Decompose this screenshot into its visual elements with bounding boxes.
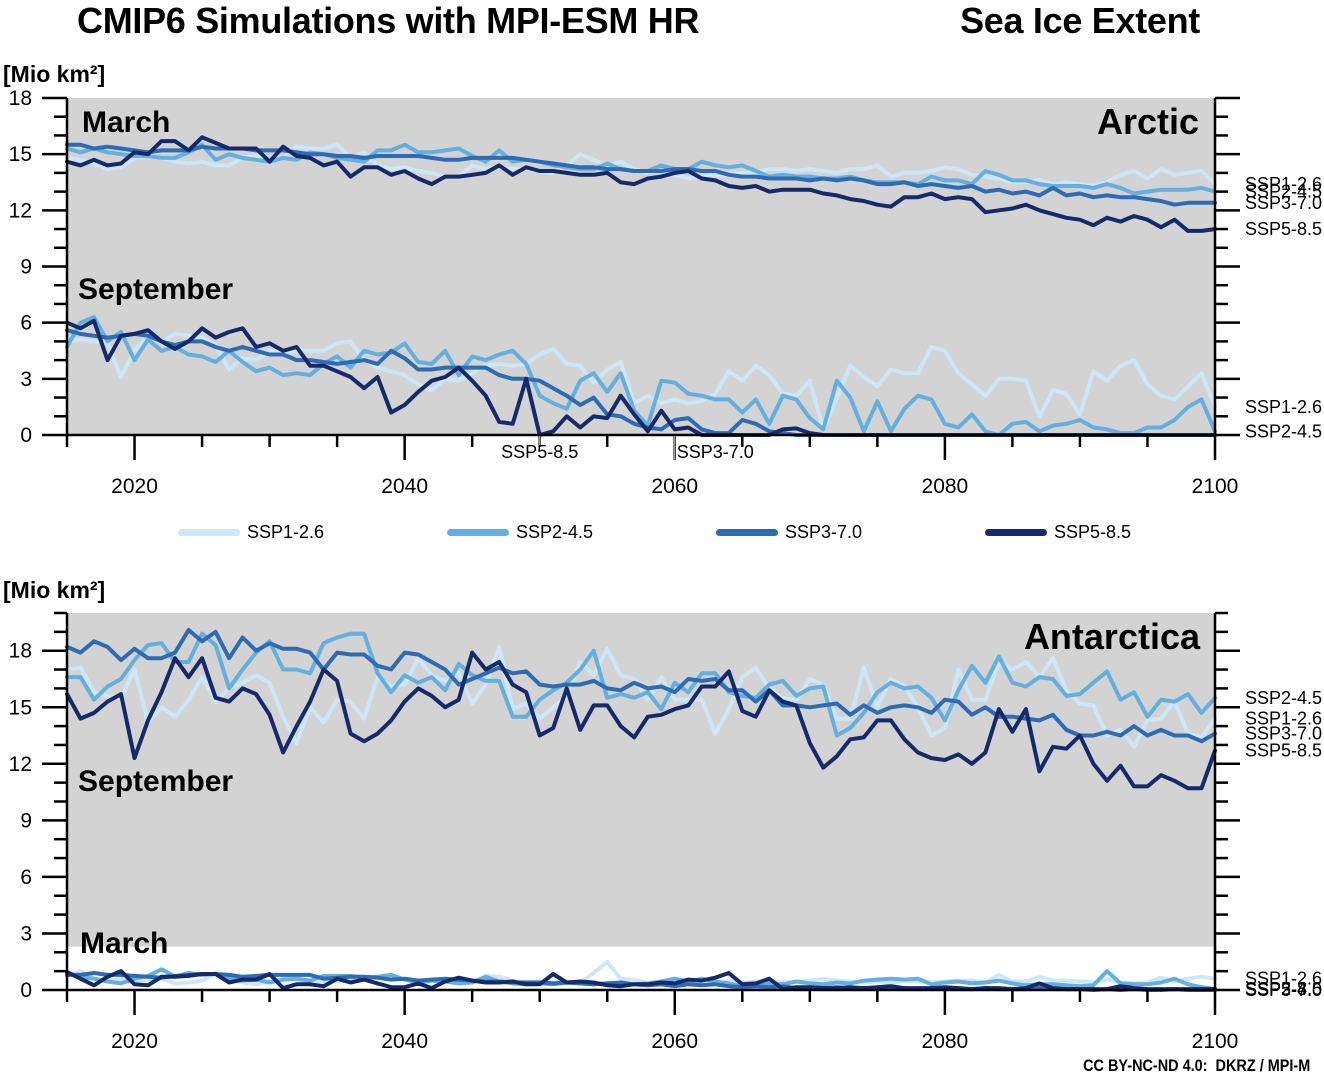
x-tick-label: 2100	[1192, 475, 1239, 498]
antarctica-y-axis-unit-label: [Mio km²]	[3, 577, 106, 603]
y-tick-label: 3	[20, 368, 32, 391]
x-tick-label: 2020	[111, 1030, 158, 1053]
series-group-september	[65, 628, 1217, 791]
y-tick-label: 0	[20, 979, 32, 1002]
x-tick-label: 2040	[381, 1030, 428, 1053]
y-tick-label: 12	[9, 199, 32, 222]
end-label-september-ssp2-4-5: SSP2-4.5	[1245, 421, 1322, 441]
series-line-arctic-september-ssp1-2-6	[65, 331, 1217, 432]
annotation-label-ssp3-7-0: SSP3-7.0	[677, 442, 754, 462]
y-tick-label: 18	[9, 640, 32, 663]
axes	[42, 96, 1240, 460]
end-label-september-ssp1-2-6: SSP1-2.6	[1245, 397, 1322, 417]
y-tick-label: 3	[20, 922, 32, 945]
legend-label: SSP3-7.0	[785, 522, 863, 542]
series-line-antarctica-september-ssp5-8-5	[65, 650, 1217, 791]
y-tick-label: 9	[20, 256, 32, 279]
legend-label: SSP1-2.6	[247, 522, 325, 542]
legend-item-ssp1-2-6: SSP1-2.6	[178, 523, 324, 541]
end-label-march-ssp3-7-0: SSP3-7.0	[1245, 980, 1322, 1000]
legend-label: SSP5-8.5	[1054, 522, 1132, 542]
legend-item-ssp2-4-5: SSP2-4.5	[447, 523, 593, 541]
legend-item-ssp5-8-5: SSP5-8.5	[985, 523, 1131, 541]
figure-subtitle: Sea Ice Extent	[960, 0, 1200, 41]
y-tick-label: 18	[9, 87, 32, 110]
series-group-march	[65, 959, 1217, 992]
end-label-march-ssp5-8-5: SSP5-8.5	[1245, 979, 1322, 999]
antarctica-september-label: September	[78, 765, 234, 798]
legend-swatch-ssp3-7-0	[716, 528, 778, 536]
end-label-march-ssp5-8-5: SSP5-8.5	[1245, 219, 1322, 239]
series-line-antarctica-september-ssp3-7-0	[65, 628, 1217, 744]
antarctica-march-label: March	[80, 927, 169, 960]
y-tick-label: 12	[9, 753, 32, 776]
end-label-march-ssp2-4-5: SSP2-4.5	[1245, 182, 1322, 202]
end-label-march-ssp1-2-6: SSP1-2.6	[1245, 969, 1322, 989]
antarctica-region-label: Antarctica	[1023, 616, 1200, 657]
series-line-antarctica-september-ssp1-2-6	[65, 644, 1217, 749]
y-tick-label: 15	[9, 696, 32, 719]
series-group-march	[65, 135, 1217, 233]
y-tick-label: 15	[9, 143, 32, 166]
y-tick-label: 6	[20, 312, 32, 335]
series-line-antarctica-march-ssp5-8-5	[65, 969, 1217, 992]
axes	[42, 611, 1240, 1015]
x-tick-label: 2020	[111, 475, 158, 498]
end-label-march-ssp1-2-6: SSP1-2.6	[1245, 174, 1322, 194]
legend-item-ssp3-7-0: SSP3-7.0	[716, 523, 862, 541]
end-label-september-ssp3-7-0: SSP3-7.0	[1245, 724, 1322, 744]
x-tick-label: 2080	[922, 475, 969, 498]
y-tick-label: 6	[20, 866, 32, 889]
series-line-antarctica-march-ssp1-2-6	[65, 959, 1217, 987]
end-label-march-ssp3-7-0: SSP3-7.0	[1245, 193, 1322, 213]
arctic-region-label: Arctic	[1096, 101, 1199, 142]
series-line-arctic-september-ssp2-4-5	[65, 315, 1217, 437]
license-credit: CC BY-NC-ND 4.0: DKRZ / MPI-M	[1082, 1056, 1310, 1075]
x-tick-label: 2040	[381, 475, 428, 498]
figure-title: CMIP6 Simulations with MPI-ESM HR	[77, 0, 700, 41]
legend-swatch-ssp2-4-5	[447, 528, 509, 536]
legend-swatch-ssp5-8-5	[985, 528, 1047, 536]
arctic-y-axis-unit-label: [Mio km²]	[3, 61, 106, 87]
series-line-arctic-march-ssp5-8-5	[65, 135, 1217, 233]
x-tick-label: 2100	[1192, 1030, 1239, 1053]
y-tick-label: 0	[20, 424, 32, 447]
legend-swatch-ssp1-2-6	[178, 528, 240, 536]
x-tick-label: 2080	[922, 1030, 969, 1053]
x-tick-label: 2060	[651, 1030, 698, 1053]
end-label-march-ssp2-4-5: SSP2-4.5	[1245, 979, 1322, 999]
end-label-september-ssp1-2-6: SSP1-2.6	[1245, 709, 1322, 729]
arctic-march-label: March	[82, 106, 171, 139]
annotation-label-ssp5-8-5: SSP5-8.5	[501, 442, 578, 462]
arctic-september-label: September	[78, 273, 234, 306]
y-tick-label: 9	[20, 809, 32, 832]
plot-background	[67, 613, 1215, 947]
legend-label: SSP2-4.5	[516, 522, 594, 542]
x-tick-label: 2060	[651, 475, 698, 498]
end-label-september-ssp5-8-5: SSP5-8.5	[1245, 741, 1322, 761]
end-label-september-ssp2-4-5: SSP2-4.5	[1245, 688, 1322, 708]
